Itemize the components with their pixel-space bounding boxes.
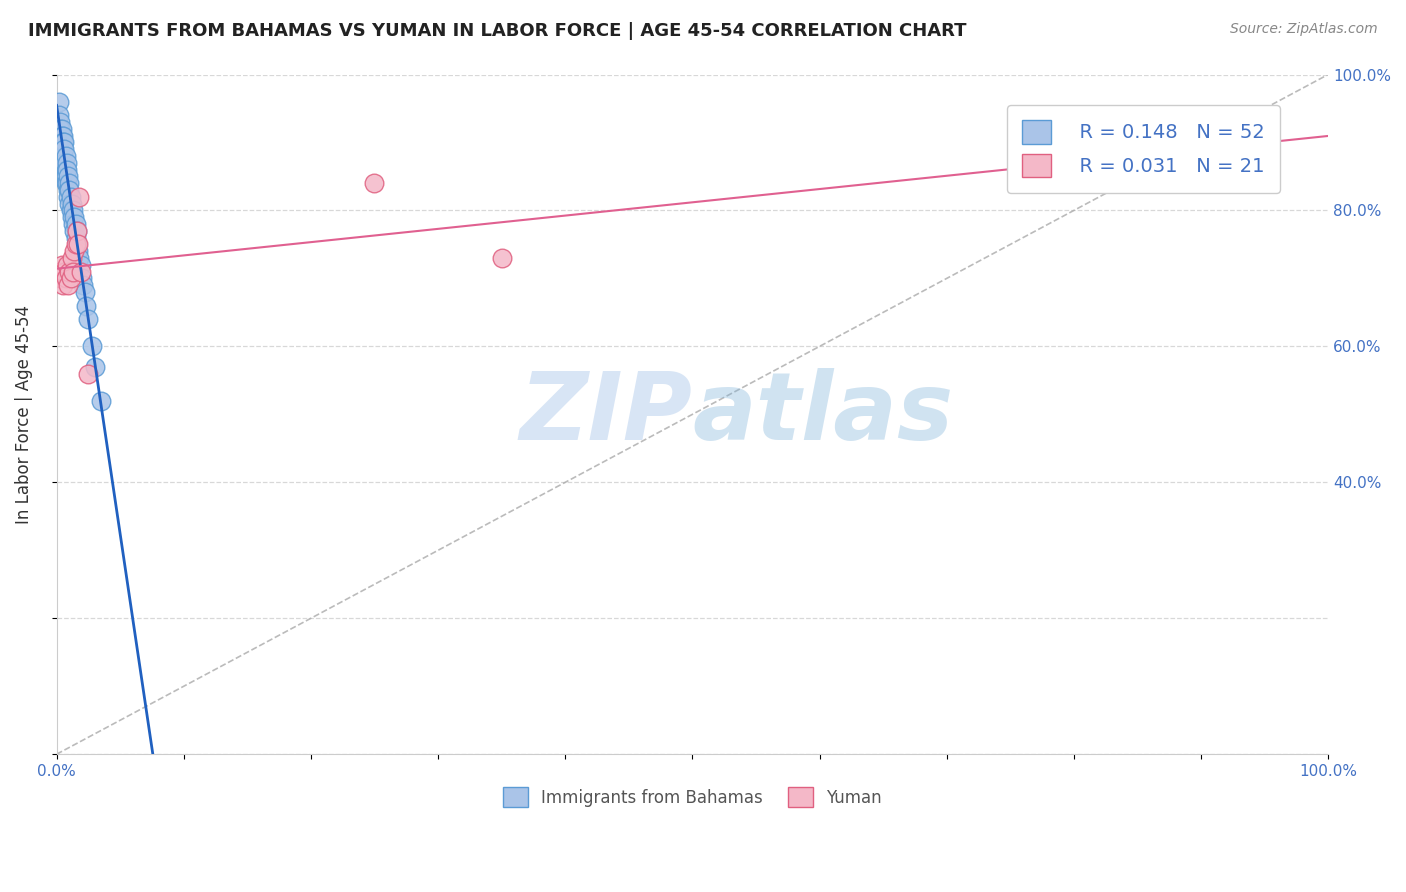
Point bbox=[52, 149, 75, 163]
Point bbox=[60, 196, 83, 211]
Point bbox=[60, 211, 83, 225]
Point bbox=[56, 190, 79, 204]
Point bbox=[66, 237, 89, 252]
Point bbox=[67, 237, 90, 252]
Point bbox=[58, 265, 80, 279]
Point bbox=[53, 156, 76, 170]
Point bbox=[59, 203, 82, 218]
Point bbox=[56, 169, 79, 184]
Point bbox=[52, 278, 75, 293]
Point bbox=[62, 217, 84, 231]
Point bbox=[59, 271, 82, 285]
Point bbox=[73, 285, 96, 299]
Point bbox=[60, 251, 83, 265]
Point bbox=[48, 95, 70, 109]
Point bbox=[69, 251, 91, 265]
Point bbox=[51, 149, 73, 163]
Point bbox=[69, 190, 91, 204]
Point bbox=[83, 359, 105, 374]
Point bbox=[90, 393, 112, 408]
Point bbox=[49, 122, 72, 136]
Point bbox=[48, 265, 70, 279]
Point bbox=[66, 224, 89, 238]
Point bbox=[66, 224, 89, 238]
Text: atlas: atlas bbox=[692, 368, 953, 460]
Point bbox=[63, 224, 86, 238]
Point bbox=[51, 122, 73, 136]
Text: ZIP: ZIP bbox=[519, 368, 692, 460]
Point bbox=[56, 278, 79, 293]
Point bbox=[82, 339, 104, 353]
Point bbox=[63, 244, 86, 259]
Point bbox=[65, 217, 87, 231]
Point bbox=[59, 190, 82, 204]
Point bbox=[53, 265, 76, 279]
Point bbox=[77, 367, 100, 381]
Point bbox=[55, 258, 77, 272]
Point bbox=[48, 108, 70, 122]
Legend: Immigrants from Bahamas, Yuman: Immigrants from Bahamas, Yuman bbox=[496, 780, 889, 814]
Point bbox=[53, 142, 76, 156]
Point bbox=[49, 136, 72, 150]
Point bbox=[58, 183, 80, 197]
Point bbox=[55, 271, 77, 285]
Point bbox=[55, 149, 77, 163]
Point bbox=[67, 244, 90, 259]
Point bbox=[77, 312, 100, 326]
Point bbox=[55, 176, 77, 190]
Point bbox=[55, 156, 77, 170]
Point bbox=[53, 136, 76, 150]
Point bbox=[55, 176, 77, 190]
Point bbox=[70, 271, 93, 285]
Point bbox=[363, 176, 385, 190]
Point bbox=[51, 128, 73, 143]
Point bbox=[55, 162, 77, 177]
Point bbox=[51, 142, 73, 156]
Y-axis label: In Labor Force | Age 45-54: In Labor Force | Age 45-54 bbox=[15, 305, 32, 524]
Point bbox=[65, 230, 87, 244]
Text: Source: ZipAtlas.com: Source: ZipAtlas.com bbox=[1230, 22, 1378, 37]
Point bbox=[75, 299, 97, 313]
Point bbox=[55, 162, 77, 177]
Point bbox=[62, 265, 84, 279]
Point bbox=[52, 128, 75, 143]
Point bbox=[51, 258, 73, 272]
Point bbox=[62, 203, 84, 218]
Point bbox=[65, 237, 87, 252]
Point bbox=[58, 196, 80, 211]
Point bbox=[63, 211, 86, 225]
Point bbox=[491, 251, 513, 265]
Point bbox=[52, 136, 75, 150]
Point bbox=[49, 271, 72, 285]
Point bbox=[69, 258, 91, 272]
Point bbox=[55, 169, 77, 184]
Point bbox=[69, 265, 91, 279]
Text: IMMIGRANTS FROM BAHAMAS VS YUMAN IN LABOR FORCE | AGE 45-54 CORRELATION CHART: IMMIGRANTS FROM BAHAMAS VS YUMAN IN LABO… bbox=[28, 22, 966, 40]
Point bbox=[52, 156, 75, 170]
Point bbox=[58, 176, 80, 190]
Point bbox=[49, 115, 72, 129]
Point bbox=[72, 278, 94, 293]
Point bbox=[56, 183, 79, 197]
